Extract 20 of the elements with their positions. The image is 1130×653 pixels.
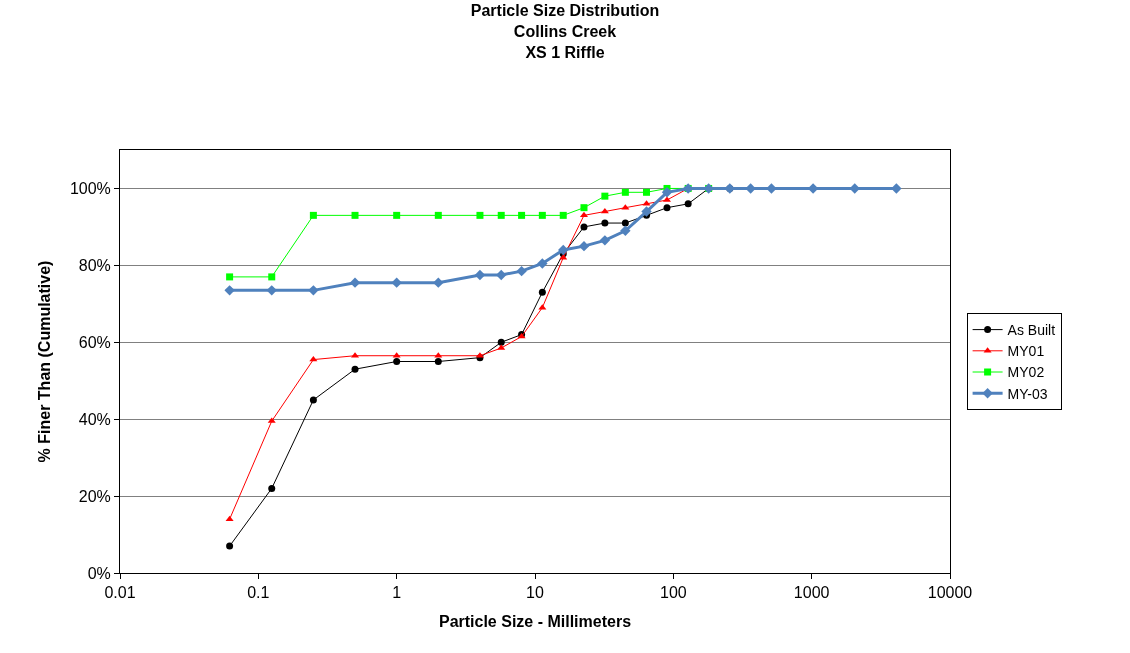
x-tick-label: 1000	[793, 584, 830, 602]
y-tick-label: 80%	[78, 256, 111, 274]
y-axis-title: % Finer Than (Cumulative)	[35, 260, 53, 463]
y-tick-label: 20%	[78, 487, 111, 505]
x-tick-label: 0.1	[247, 584, 270, 602]
legend-label: MY-03	[1007, 385, 1048, 402]
y-tick-label: 60%	[78, 333, 111, 351]
y-tick-label: 0%	[87, 564, 111, 582]
x-tick-label: 100	[659, 584, 687, 602]
x-axis-title: Particle Size - Millimeters	[438, 612, 632, 630]
legend-label: MY02	[1007, 364, 1045, 381]
legend-label: As Built	[1007, 322, 1056, 339]
x-tick-label: 0.01	[104, 584, 136, 602]
x-tick-label: 10000	[927, 584, 973, 602]
x-tick-label: 10	[526, 584, 544, 602]
x-tick-label: 1	[392, 584, 402, 602]
y-tick-label: 40%	[78, 410, 111, 428]
y-tick-label: 100%	[69, 180, 111, 198]
legend-label: MY01	[1007, 343, 1045, 360]
chart-title: Particle Size Distribution Collins Creek XS 1 Riffle	[470, 2, 660, 61]
